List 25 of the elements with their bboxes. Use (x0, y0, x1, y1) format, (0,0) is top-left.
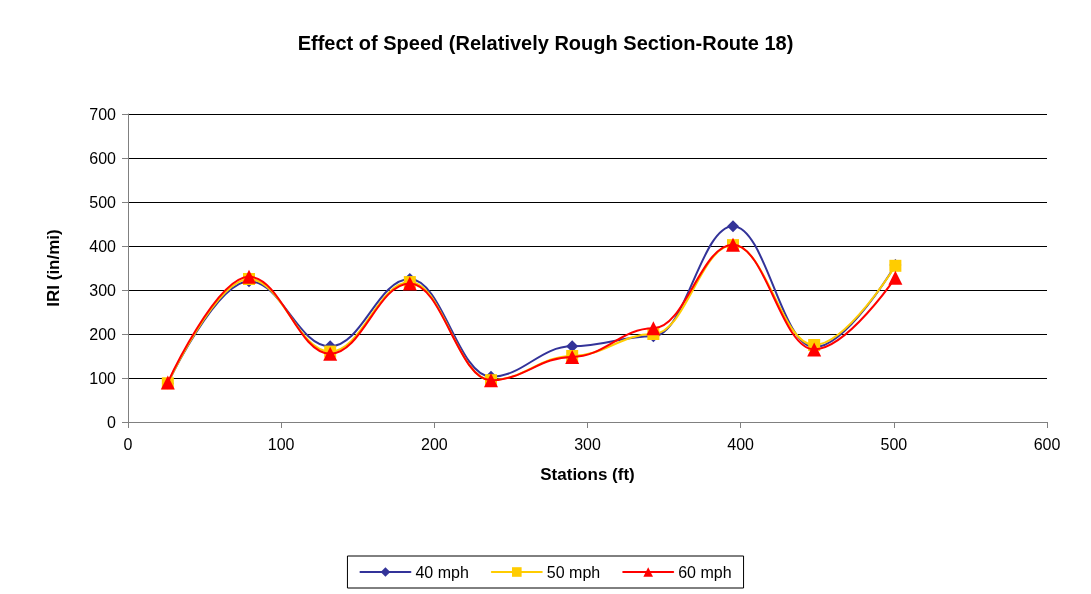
y-tick-label: 700 (89, 105, 117, 123)
x-tick-label: 400 (727, 435, 755, 453)
y-tick-label: 300 (89, 281, 117, 299)
y-tick-label: 500 (89, 193, 117, 211)
y-tick-label: 400 (89, 237, 117, 255)
point (242, 269, 256, 284)
x-axis-title: Stations (ft) (540, 465, 635, 484)
x-tick-label: 0 (123, 435, 133, 453)
chart-title: Effect of Speed (Relatively Rough Section-Route 18) (297, 32, 794, 54)
x-tick-label: 600 (1033, 435, 1061, 453)
y-tick-label: 600 (89, 149, 117, 167)
x-tick-label: 500 (880, 435, 908, 453)
point (727, 220, 740, 233)
legend-label: 50 mph (546, 563, 601, 581)
point (888, 270, 903, 285)
y-axis-title: IRI (in/mi) (44, 229, 63, 307)
point (646, 321, 661, 336)
legend-label: 40 mph (415, 563, 469, 581)
x-tick-label: 200 (420, 435, 448, 453)
legend-label: 60 mph (678, 563, 732, 581)
y-tick-label: 0 (107, 413, 117, 431)
y-tick-label: 200 (89, 325, 117, 343)
y-tick-label: 100 (89, 369, 117, 387)
x-tick-label: 100 (267, 435, 295, 453)
x-tick-label: 300 (574, 435, 601, 453)
